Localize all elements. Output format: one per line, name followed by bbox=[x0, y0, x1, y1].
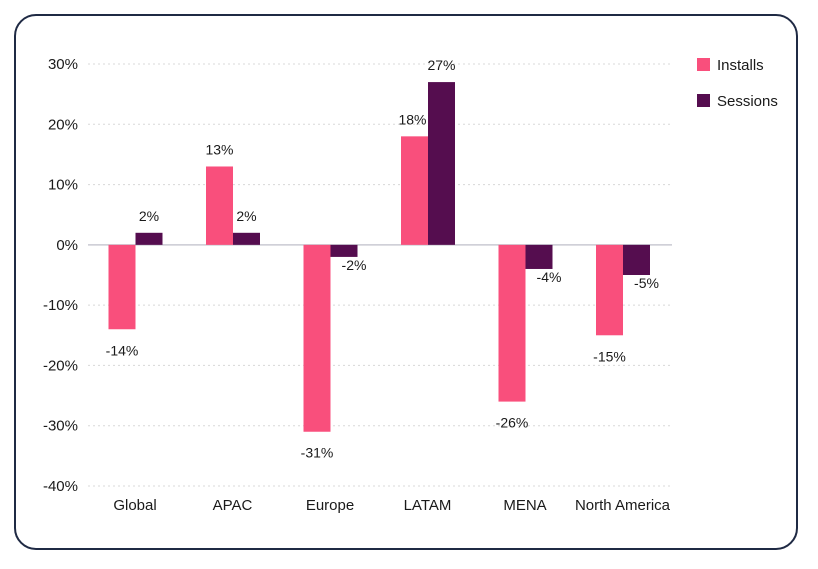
data-label-installs: -26% bbox=[496, 415, 529, 431]
data-label-sessions: 27% bbox=[427, 57, 455, 73]
bar-sessions-north-america bbox=[623, 244, 650, 275]
y-tick-label: 10% bbox=[48, 177, 78, 194]
bar-installs-global bbox=[108, 244, 136, 330]
legend-swatch-installs bbox=[697, 58, 710, 71]
bar-sessions-mena bbox=[525, 244, 553, 269]
bar-sessions-europe bbox=[330, 244, 358, 257]
category-label: Global bbox=[113, 497, 156, 514]
bar-installs-mena bbox=[498, 244, 526, 402]
data-label-installs: 18% bbox=[398, 111, 426, 127]
y-tick-label: -10% bbox=[43, 297, 78, 314]
data-label-sessions: 2% bbox=[139, 208, 159, 224]
y-tick-label: 30% bbox=[48, 56, 78, 73]
data-label-installs: -14% bbox=[106, 342, 139, 358]
bar-sessions-apac bbox=[233, 232, 260, 245]
category-label: MENA bbox=[503, 497, 546, 514]
data-label-sessions: 2% bbox=[236, 208, 256, 224]
chart-card bbox=[14, 14, 798, 550]
bar-sessions-latam bbox=[428, 82, 455, 245]
category-label: Europe bbox=[306, 497, 354, 514]
data-label-installs: -31% bbox=[301, 445, 334, 461]
x-axis-categories: Global APAC Europe LATAM MENA North America bbox=[113, 497, 670, 514]
legend-label-sessions: Sessions bbox=[717, 93, 778, 110]
grid-lines bbox=[88, 63, 672, 487]
data-label-sessions: -5% bbox=[634, 275, 659, 291]
data-label-installs: -15% bbox=[593, 348, 626, 364]
legend-label-installs: Installs bbox=[717, 57, 764, 74]
bar-installs-europe bbox=[303, 244, 331, 432]
data-label-sessions: -2% bbox=[342, 257, 367, 273]
y-tick-label: -30% bbox=[43, 418, 78, 435]
data-labels: -14% 2% 13% 2% -31% -2% 18% 27% -26% -4% -15% -5% bbox=[106, 57, 659, 461]
y-tick-label: -20% bbox=[43, 357, 78, 374]
category-label: APAC bbox=[213, 497, 253, 514]
y-tick-label: -40% bbox=[43, 478, 78, 495]
data-label-installs: 13% bbox=[205, 141, 233, 157]
category-label: LATAM bbox=[404, 497, 452, 514]
y-tick-label: 0% bbox=[56, 237, 78, 254]
data-label-sessions: -4% bbox=[537, 269, 562, 285]
category-label: North America bbox=[575, 497, 671, 514]
bars bbox=[108, 82, 650, 432]
y-axis-ticks: 30% 20% 10% 0% -10% -20% -30% -40% bbox=[43, 56, 78, 495]
legend-swatch-sessions bbox=[697, 94, 710, 107]
bar-installs-apac bbox=[206, 166, 233, 245]
bar-installs-latam bbox=[401, 136, 428, 245]
y-tick-label: 20% bbox=[48, 116, 78, 133]
bar-installs-north-america bbox=[596, 244, 623, 336]
bar-sessions-global bbox=[135, 232, 163, 245]
legend: Installs Sessions bbox=[697, 57, 778, 110]
